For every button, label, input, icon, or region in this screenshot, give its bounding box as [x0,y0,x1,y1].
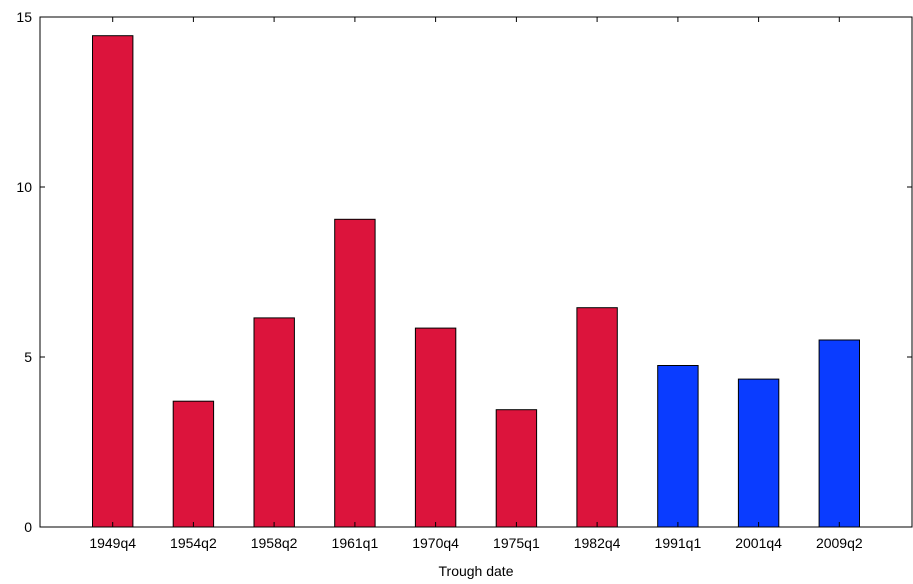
plot-area [40,17,912,527]
x-tick-label-1991q1: 1991q1 [655,535,702,551]
bar-1970q4 [414,327,457,528]
bar-1954q2 [172,400,215,528]
y-tick-label-10: 10 [16,179,32,195]
bar-1949q4 [92,35,134,528]
axes-box [39,16,913,528]
x-tick-label-1958q2: 1958q2 [251,535,298,551]
x-ticks-group: 1949q4 1954q2 1958q2 1961q1 1970q4 1975q1 1982… [89,17,863,551]
x-tick-label-1982q4: 1982q4 [574,535,621,551]
x-tick-label-2001q4: 2001q4 [735,535,782,551]
bar-1961q1 [334,218,376,528]
x-tick-label-1954q2: 1954q2 [170,535,217,551]
bar-1958q2 [253,317,295,528]
y-tick-label-15: 15 [16,9,32,25]
x-tick-label-2009q2: 2009q2 [816,535,863,551]
bar-1975q1 [495,409,538,528]
x-tick-label-1975q1: 1975q1 [493,535,540,551]
bar-1982q4 [576,307,618,528]
x-tick-label-1961q1: 1961q1 [332,535,379,551]
x-tick-label-1970q4: 1970q4 [412,535,459,551]
x-axis-label: Trough date [439,563,514,579]
y-tick-label-0: 0 [24,519,32,535]
bars-group [92,35,860,528]
bar-2009q2 [818,339,860,528]
x-tick-label-1949q4: 1949q4 [89,535,136,551]
y-ticks-group: 0 5 10 15 [16,9,912,535]
bar-2001q4 [737,378,780,528]
y-tick-label-5: 5 [24,349,32,365]
bar-1991q1 [657,365,699,528]
